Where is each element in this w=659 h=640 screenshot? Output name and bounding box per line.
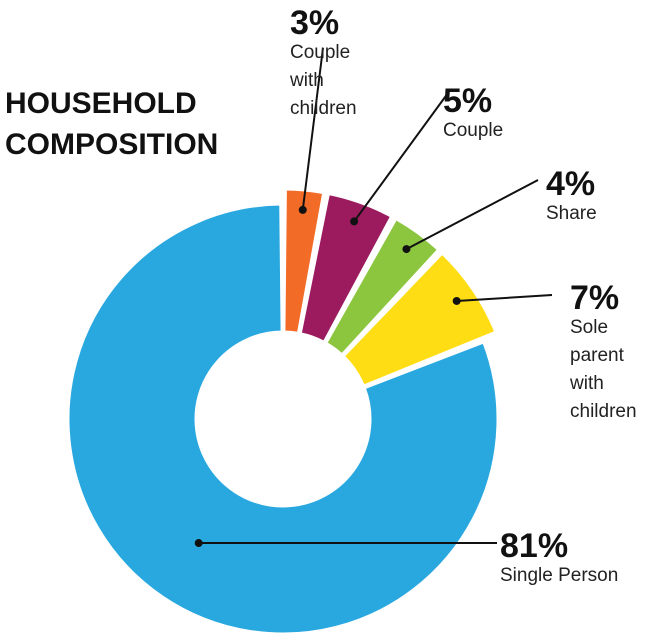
percent-label-share: 4% [546,165,595,203]
category-label-couple-with-children-line-2: with [289,70,324,91]
percent-label-couple-with-children: 3% [290,4,339,42]
slice-single-person [66,202,500,636]
category-label-sole-parent-with-children-line-4: children [570,401,637,422]
category-label-couple-with-children-line-3: children [290,98,357,119]
category-label-sole-parent-with-children-line-2: parent [570,345,625,366]
slice-sole-parent-with-children [341,250,498,389]
category-label-sole-parent-with-children-line-1: Sole [570,317,608,338]
category-label-couple-with-children-line-1: Couple [290,42,350,63]
leader-line-couple-with-children [301,47,324,211]
slices-group [66,187,500,636]
leader-line-sole-parent-with-children [456,294,553,302]
leader-lines-group [194,47,553,548]
chart-title-line-1: HOUSEHOLD [5,87,197,120]
slice-couple-with-children [282,187,326,336]
category-label-couple-line-1: Couple [443,120,503,141]
chart-title-line-2: COMPOSITION [5,128,218,161]
slice-couple [298,191,394,345]
percent-label-single-person: 81% [500,527,568,565]
category-label-share-line-1: Share [546,203,597,224]
leader-line-couple [353,92,449,223]
percent-label-couple: 5% [443,82,492,120]
category-label-sole-parent-with-children-line-3: with [569,373,604,394]
category-label-single-person-line-1: Single Person [500,565,618,586]
percent-label-sole-parent-with-children: 7% [570,279,619,317]
slice-share [323,216,441,358]
leader-line-share [405,179,539,250]
